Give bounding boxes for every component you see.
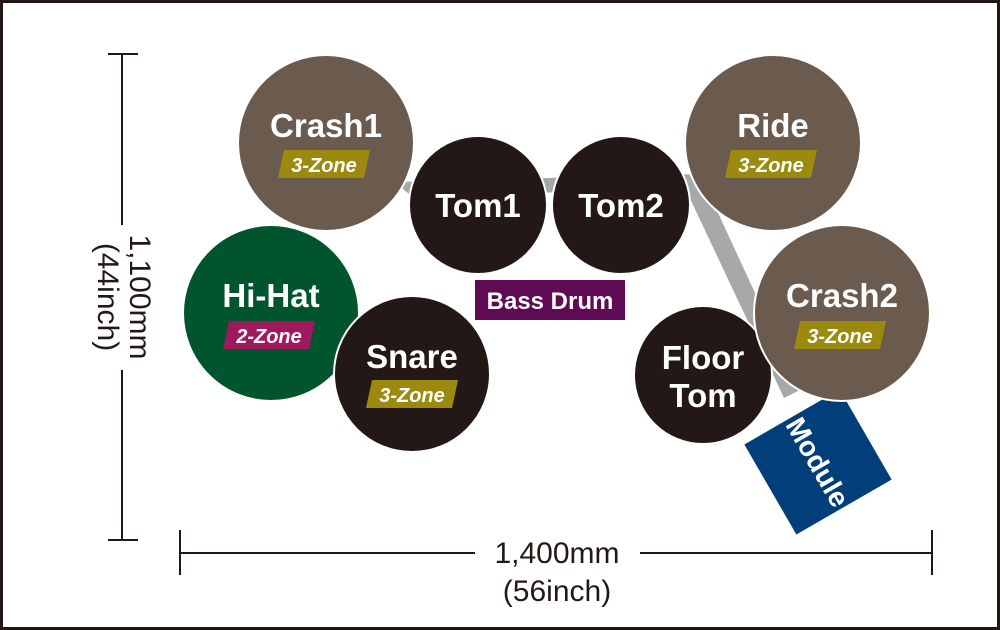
tom1-pad: Tom1 — [408, 135, 548, 275]
ride-pad: Ride 3-Zone — [684, 54, 862, 232]
crash1-label: Crash1 — [270, 107, 382, 144]
floor-tom-label-line2: Tom — [669, 377, 736, 414]
crash2-zone-badge: 3-Zone — [807, 326, 873, 348]
floor-tom-pad: Floor Tom — [633, 305, 773, 445]
ride-label: Ride — [737, 107, 809, 144]
snare-label: Snare — [366, 338, 458, 375]
hihat-zone-badge: 2-Zone — [235, 326, 302, 348]
snare-pad: Snare 3-Zone — [333, 295, 491, 453]
module-unit: Module — [744, 389, 892, 535]
height-dimension — [108, 53, 138, 541]
tom2-label: Tom2 — [578, 187, 664, 224]
hihat-label: Hi-Hat — [222, 277, 319, 314]
width-dimension — [179, 530, 933, 575]
height-mm-label: 1,100mm — [123, 234, 156, 359]
crash1-zone-badge: 3-Zone — [291, 155, 357, 177]
bass-drum-pad: Bass Drum — [475, 280, 625, 320]
crash2-label: Crash2 — [786, 277, 898, 314]
crash1-pad: Crash1 3-Zone — [237, 54, 415, 232]
snare-zone-badge: 3-Zone — [379, 385, 445, 407]
hihat-pad: Hi-Hat 2-Zone — [182, 224, 360, 402]
width-mm-label: 1,400mm — [494, 537, 619, 570]
bass-drum-label: Bass Drum — [487, 288, 614, 315]
floor-tom-label-line1: Floor — [662, 339, 745, 376]
ride-zone-badge: 3-Zone — [738, 155, 804, 177]
tom1-label: Tom1 — [435, 187, 521, 224]
width-inch-label: (56inch) — [503, 575, 611, 608]
tom2-pad: Tom2 — [551, 135, 691, 275]
crash2-pad: Crash2 3-Zone — [753, 224, 931, 402]
height-inch-label: (44inch) — [91, 243, 124, 351]
